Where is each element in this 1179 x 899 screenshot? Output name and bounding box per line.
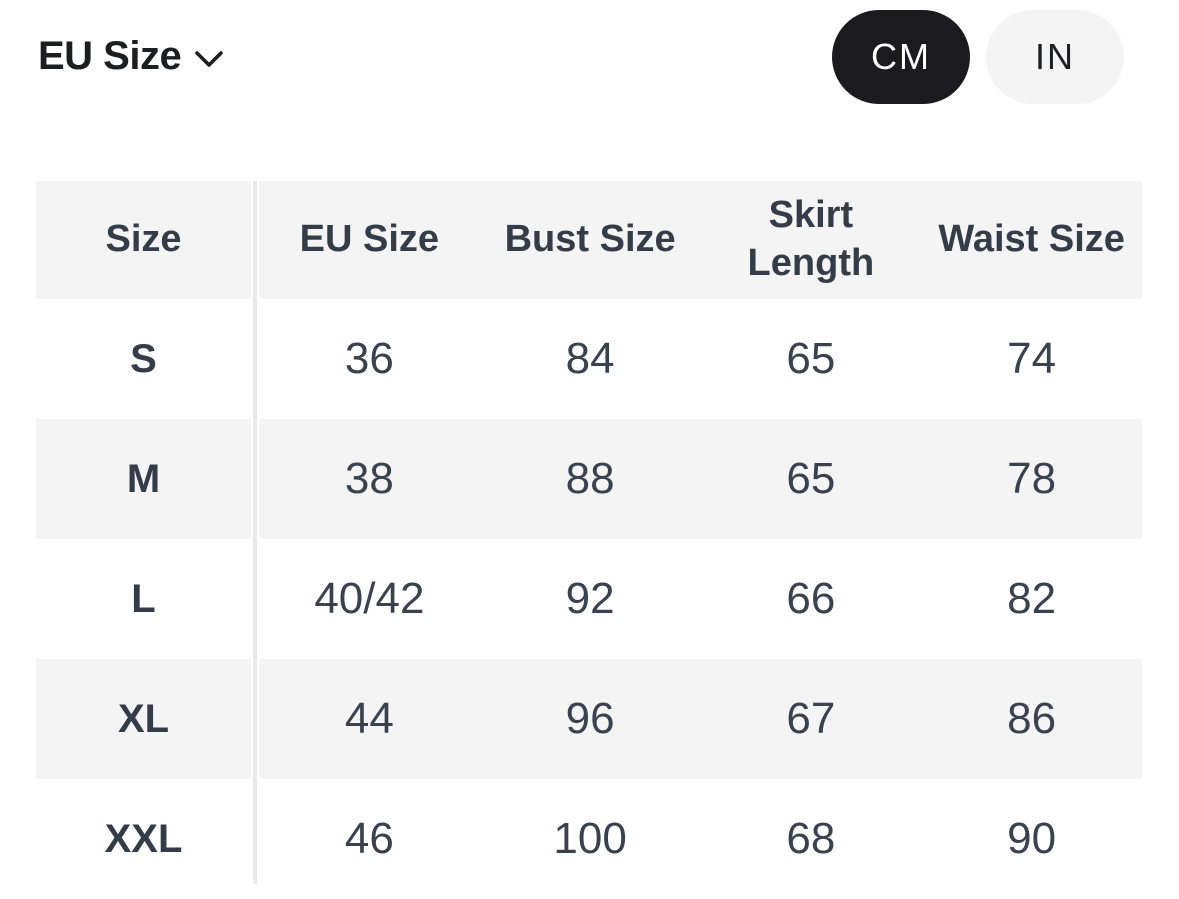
column-header-waist-size: Waist Size bbox=[921, 181, 1142, 299]
waist-size-value: 82 bbox=[1007, 574, 1057, 623]
table-row: XL 44 96 67 86 bbox=[36, 659, 1142, 779]
bust-size-value: 84 bbox=[565, 334, 615, 383]
column-header-skirt-length: Skirt Length bbox=[700, 181, 922, 299]
size-chart-toolbar: EU Size CM IN bbox=[0, 0, 1179, 130]
row-size-label: XXL bbox=[104, 816, 183, 861]
unit-toggle: CM IN bbox=[832, 10, 1124, 104]
table-row: L 40/42 92 66 82 bbox=[36, 539, 1142, 659]
waist-size-value: 86 bbox=[921, 659, 1142, 779]
waist-size-value: 74 bbox=[1007, 334, 1057, 383]
eu-size-value: 36 bbox=[344, 334, 394, 383]
skirt-length-value: 65 bbox=[700, 419, 922, 539]
first-column-divider bbox=[253, 181, 257, 884]
table-row: S 36 84 65 74 bbox=[36, 299, 1142, 419]
skirt-length-value: 67 bbox=[700, 659, 922, 779]
row-size-label: L bbox=[131, 576, 156, 621]
chevron-down-icon bbox=[195, 51, 224, 67]
column-header-bust-size: Bust Size bbox=[479, 181, 701, 299]
bust-size-value: 88 bbox=[479, 419, 701, 539]
bust-size-value: 92 bbox=[565, 574, 615, 623]
table-row: M 38 88 65 78 bbox=[36, 419, 1142, 539]
skirt-length-value: 68 bbox=[786, 814, 836, 863]
column-header-eu-size: EU Size bbox=[259, 181, 480, 299]
row-size-label: M bbox=[36, 419, 251, 539]
waist-size-value: 78 bbox=[921, 419, 1142, 539]
waist-size-value: 90 bbox=[1007, 814, 1057, 863]
table-header-row: Size EU Size Bust Size Skirt Length Wais… bbox=[36, 181, 1142, 299]
skirt-length-value: 66 bbox=[786, 574, 836, 623]
unit-cm-button[interactable]: CM bbox=[832, 10, 970, 104]
eu-size-value: 44 bbox=[259, 659, 480, 779]
bust-size-value: 96 bbox=[479, 659, 701, 779]
row-size-label: XL bbox=[36, 659, 251, 779]
size-chart-table: Size EU Size Bust Size Skirt Length Wais… bbox=[36, 181, 1142, 899]
unit-in-button[interactable]: IN bbox=[986, 10, 1124, 104]
eu-size-value: 38 bbox=[259, 419, 480, 539]
size-standard-label: EU Size bbox=[38, 34, 182, 78]
size-standard-dropdown[interactable]: EU Size bbox=[38, 34, 224, 78]
column-header-size: Size bbox=[36, 181, 251, 299]
row-size-label: S bbox=[130, 336, 157, 381]
eu-size-value: 40/42 bbox=[314, 574, 425, 623]
skirt-length-value: 65 bbox=[786, 334, 836, 383]
bust-size-value: 100 bbox=[553, 814, 627, 863]
table-row: XXL 46 100 68 90 bbox=[36, 779, 1142, 899]
eu-size-value: 46 bbox=[344, 814, 394, 863]
